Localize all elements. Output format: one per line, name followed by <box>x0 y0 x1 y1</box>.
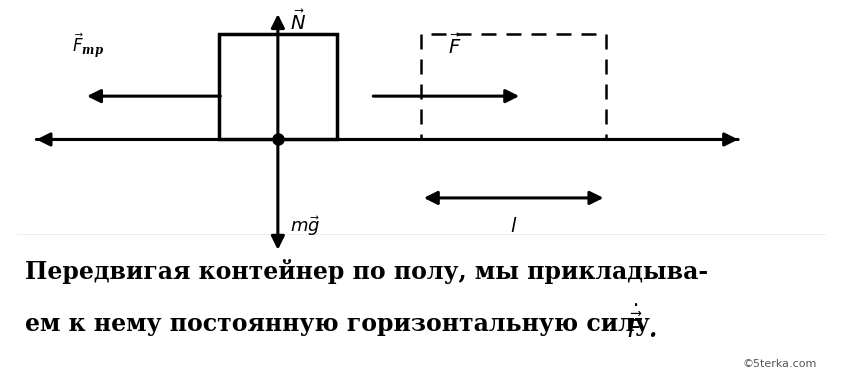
Text: $\vec{F}$: $\vec{F}$ <box>448 34 461 58</box>
Bar <box>421 34 606 139</box>
Bar <box>219 34 337 139</box>
Text: Передвигая контейнер по полу, мы прикладыва-: Передвигая контейнер по полу, мы приклад… <box>25 259 708 284</box>
Text: ем к нему постоянную горизонтальную силу: ем к нему постоянную горизонтальную силу <box>25 312 650 336</box>
Text: ©5terka.com: ©5terka.com <box>743 359 817 369</box>
Text: $\vec{F}_{\mathregular{тр}}$: $\vec{F}_{\mathregular{тр}}$ <box>72 32 104 60</box>
Text: $l$: $l$ <box>510 217 517 236</box>
Text: $m\vec{g}$: $m\vec{g}$ <box>290 214 321 238</box>
Text: $\vec{N}$: $\vec{N}$ <box>290 10 306 34</box>
Text: $\dot{\vec{F}}$ .: $\dot{\vec{F}}$ . <box>627 305 658 343</box>
